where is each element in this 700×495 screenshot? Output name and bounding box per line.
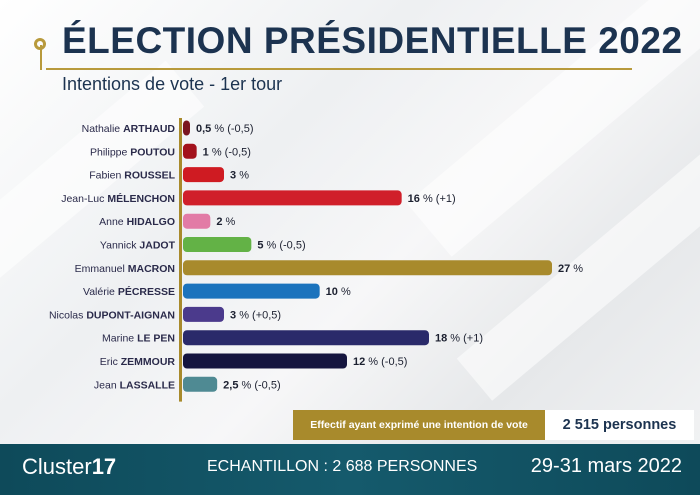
vote-bar xyxy=(183,376,218,392)
value-label: 1 % (-0,5) xyxy=(203,146,251,158)
value-label: 16 % (+1) xyxy=(408,193,456,205)
value-label: 18 % (+1) xyxy=(435,333,483,345)
value-label: 3 % xyxy=(230,170,249,182)
page-subtitle: Intentions de vote - 1er tour xyxy=(62,74,283,94)
effectif-value: 2 515 personnes xyxy=(562,417,677,433)
sample-size: ECHANTILLON : 2 688 PERSONNES xyxy=(207,458,478,475)
title-rule-cap xyxy=(40,45,42,70)
value-label: 2,5 % (-0,5) xyxy=(223,379,280,391)
candidate-name: Yannick JADOT xyxy=(100,240,176,252)
candidate-name: Valérie PÉCRESSE xyxy=(83,285,175,298)
cluster17-logo: Cluster17 xyxy=(22,454,116,480)
candidate-name: Nicolas DUPONT-AIGNAN xyxy=(49,309,175,321)
vote-bar xyxy=(183,143,197,159)
survey-date: 29-31 mars 2022 xyxy=(530,455,682,477)
candidate-name: Anne HIDALGO xyxy=(99,216,175,228)
candidate-name: Philippe POUTOU xyxy=(90,146,175,158)
vote-bar xyxy=(183,167,224,183)
value-label: 27 % xyxy=(558,263,583,275)
candidate-name: Emmanuel MACRON xyxy=(75,263,175,275)
value-label: 2 % xyxy=(216,216,235,228)
page-title: ÉLECTION PRÉSIDENTIELLE 2022 xyxy=(62,20,683,61)
vote-bar xyxy=(183,237,252,252)
logo-number: 17 xyxy=(91,454,117,479)
effectif-label: Effectif ayant exprimé une intention de … xyxy=(293,410,545,440)
candidate-name: Nathalie ARTHAUD xyxy=(82,123,176,135)
footer-bar: Cluster17 ECHANTILLON : 2 688 PERSONNES … xyxy=(0,444,700,495)
vote-bar xyxy=(183,120,190,136)
value-label: 12 % (-0,5) xyxy=(353,356,407,368)
value-label: 5 % (-0,5) xyxy=(257,240,305,252)
vote-intention-chart: Nathalie ARTHAUD 0,5 % (-0,5) Philippe POU… xyxy=(49,118,583,402)
vote-bar xyxy=(183,213,211,229)
vote-bar xyxy=(183,260,552,276)
candidate-name: Jean LASSALLE xyxy=(94,379,175,391)
vote-bar xyxy=(183,353,347,369)
value-label: 0,5 % (-0,5) xyxy=(196,123,253,135)
vote-bar xyxy=(183,306,224,322)
vote-bar xyxy=(183,190,402,206)
axis-line xyxy=(179,118,182,402)
title-rule xyxy=(46,68,632,70)
vote-bar xyxy=(183,330,429,346)
value-label: 10 % xyxy=(326,286,351,298)
candidate-name: Jean-Luc MÉLENCHON xyxy=(61,192,175,205)
logo-text: Cluster xyxy=(22,454,92,479)
value-label: 3 % (+0,5) xyxy=(230,309,281,321)
effectif-box: Effectif ayant exprimé une intention de … xyxy=(293,410,694,440)
candidate-name: Eric ZEMMOUR xyxy=(100,356,176,368)
candidate-name: Fabien ROUSSEL xyxy=(89,170,175,182)
candidate-name: Marine LE PEN xyxy=(102,333,175,345)
vote-bar xyxy=(183,283,320,299)
